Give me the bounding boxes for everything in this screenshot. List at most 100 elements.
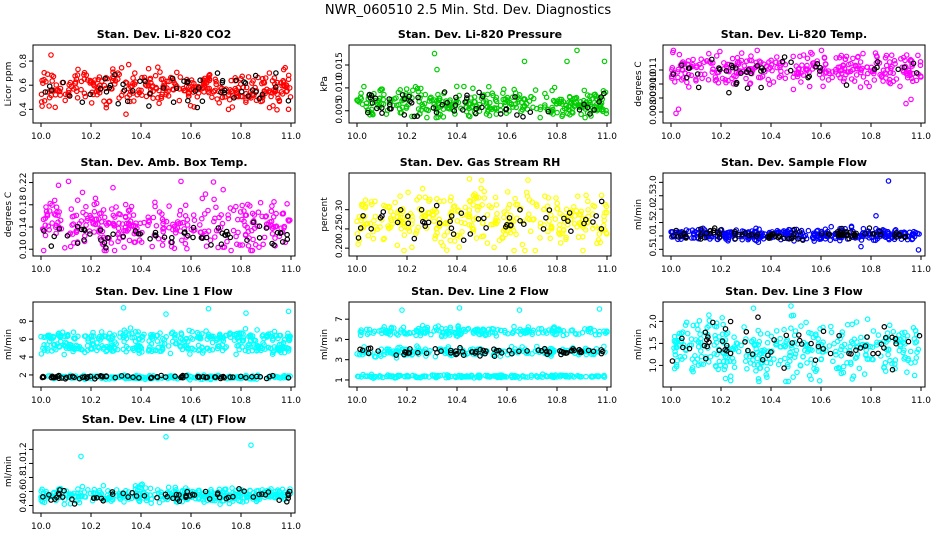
black-data-point xyxy=(120,233,127,240)
data-point xyxy=(833,351,839,358)
data-point xyxy=(591,203,598,210)
data-point xyxy=(860,225,867,232)
data-point xyxy=(461,220,468,227)
black-data-point xyxy=(360,213,366,219)
black-data-point xyxy=(475,216,482,222)
data-point xyxy=(785,378,792,385)
data-point xyxy=(49,220,56,226)
data-point xyxy=(788,325,794,332)
data-point xyxy=(504,189,511,195)
data-point xyxy=(158,76,165,83)
data-point xyxy=(670,47,677,54)
data-point xyxy=(730,358,737,365)
data-point xyxy=(233,332,240,339)
x-tick-label: 10.4 xyxy=(447,265,467,275)
y-tick-label: 0.010 xyxy=(335,75,345,101)
data-point xyxy=(727,373,734,380)
data-point xyxy=(94,491,100,498)
data-point xyxy=(405,189,411,196)
black-data-point xyxy=(263,225,270,231)
data-point xyxy=(847,343,854,350)
data-point xyxy=(429,373,436,379)
data-point xyxy=(78,86,84,93)
data-point xyxy=(281,349,288,356)
data-point xyxy=(268,208,275,215)
data-point xyxy=(529,199,536,205)
data-point xyxy=(139,349,145,355)
black-data-point xyxy=(719,338,726,344)
data-point xyxy=(230,227,237,234)
data-point xyxy=(784,228,791,235)
data-point xyxy=(591,327,598,334)
data-point xyxy=(91,201,98,208)
data-point xyxy=(448,194,454,201)
data-point xyxy=(213,337,220,344)
data-point xyxy=(280,66,287,73)
data-point xyxy=(148,500,155,506)
data-point xyxy=(82,93,89,100)
data-point xyxy=(196,334,202,341)
data-point xyxy=(111,332,118,338)
black-data-point xyxy=(265,489,272,495)
data-point xyxy=(794,369,800,376)
black-data-point xyxy=(701,342,708,349)
data-point xyxy=(860,50,866,57)
outlier-point xyxy=(163,311,169,317)
data-point xyxy=(774,64,780,71)
data-point xyxy=(422,373,428,380)
data-point xyxy=(474,207,481,213)
data-point xyxy=(688,336,695,342)
data-point xyxy=(116,494,123,501)
data-point xyxy=(220,186,227,193)
data-point xyxy=(249,80,255,86)
black-data-point xyxy=(243,374,249,381)
data-point xyxy=(385,204,391,211)
data-point xyxy=(123,348,130,355)
data-point xyxy=(135,331,141,338)
data-point xyxy=(205,74,212,81)
data-point xyxy=(63,488,70,494)
data-point xyxy=(877,71,883,78)
data-point xyxy=(354,351,360,357)
black-data-point xyxy=(896,231,903,238)
data-point xyxy=(70,348,76,355)
black-data-point xyxy=(812,357,819,364)
data-point xyxy=(524,106,531,113)
black-data-point xyxy=(705,334,711,340)
data-point xyxy=(533,372,540,379)
data-point xyxy=(840,369,847,376)
data-point xyxy=(459,229,465,235)
data-point xyxy=(176,212,183,218)
data-point xyxy=(67,491,74,497)
data-point xyxy=(598,192,605,199)
data-point xyxy=(883,75,889,81)
black-data-point xyxy=(711,225,718,231)
black-data-point xyxy=(214,70,221,76)
data-point xyxy=(869,344,876,351)
data-point xyxy=(561,373,568,379)
data-point xyxy=(208,489,214,495)
black-data-point xyxy=(732,65,739,71)
data-point xyxy=(68,206,75,212)
data-point xyxy=(202,191,209,197)
data-point xyxy=(818,356,825,362)
data-point xyxy=(267,219,273,225)
data-point xyxy=(219,94,226,101)
x-tick-label: 10.6 xyxy=(181,396,201,406)
data-point xyxy=(131,98,137,104)
data-point xyxy=(843,71,849,78)
data-point xyxy=(49,78,56,84)
data-point xyxy=(46,94,53,101)
y-tick-label: 8 xyxy=(19,318,29,324)
data-point xyxy=(860,74,867,80)
black-data-point xyxy=(249,87,256,93)
x-tick-label: 10.6 xyxy=(497,265,517,275)
data-point xyxy=(673,363,680,370)
data-point xyxy=(438,346,444,352)
data-point xyxy=(243,498,250,504)
data-point xyxy=(153,85,160,92)
data-point xyxy=(743,58,750,65)
data-point xyxy=(845,61,852,68)
black-data-point xyxy=(479,93,486,100)
black-data-point xyxy=(286,488,293,495)
